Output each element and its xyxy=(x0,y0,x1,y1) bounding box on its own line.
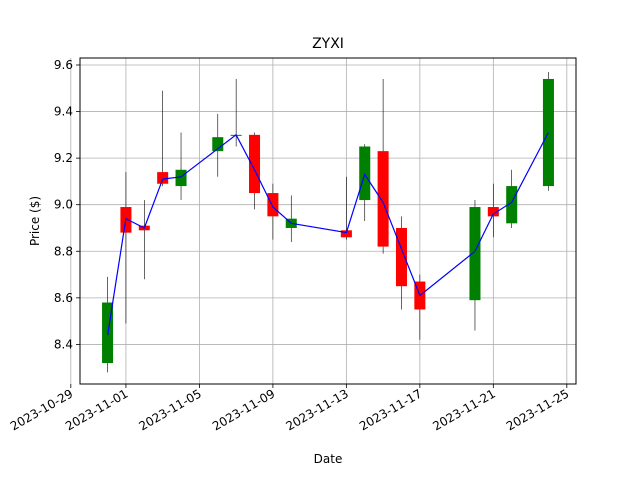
y-tick-label: 8.6 xyxy=(54,291,73,305)
candle-body-down xyxy=(487,207,499,217)
candle-body-down xyxy=(395,227,407,287)
y-tick-label: 9.2 xyxy=(54,151,73,165)
candle-body-up xyxy=(212,137,224,152)
y-tick-label: 9.6 xyxy=(54,58,73,72)
candle-body-up xyxy=(469,207,481,301)
plot-frame xyxy=(79,57,577,385)
y-tick-label: 8.8 xyxy=(54,244,73,258)
chart-title: ZYXI xyxy=(312,36,344,52)
candle-body-down xyxy=(377,151,389,247)
candle-body-up xyxy=(175,169,187,187)
price-line xyxy=(107,132,549,336)
y-tick-label: 9.4 xyxy=(54,105,73,119)
candle-body-up xyxy=(506,186,518,224)
x-axis-label: Date xyxy=(314,452,343,466)
grid xyxy=(70,58,576,384)
y-tick-label: 9.0 xyxy=(54,198,73,212)
candle-body-up xyxy=(542,78,554,187)
y-tick-label: 8.4 xyxy=(54,337,73,351)
y-axis-ticks: 8.4 8.6 8.8 9.0 9.2 9.4 9.6 xyxy=(54,58,80,351)
candle-body-up xyxy=(359,146,371,201)
price-line-group xyxy=(107,132,549,336)
candle-body-down xyxy=(340,230,352,238)
candle-body-down xyxy=(267,193,279,217)
y-axis-label: Price ($) xyxy=(28,196,42,246)
candle-body-down xyxy=(249,134,261,194)
candle-body-down xyxy=(157,172,169,184)
